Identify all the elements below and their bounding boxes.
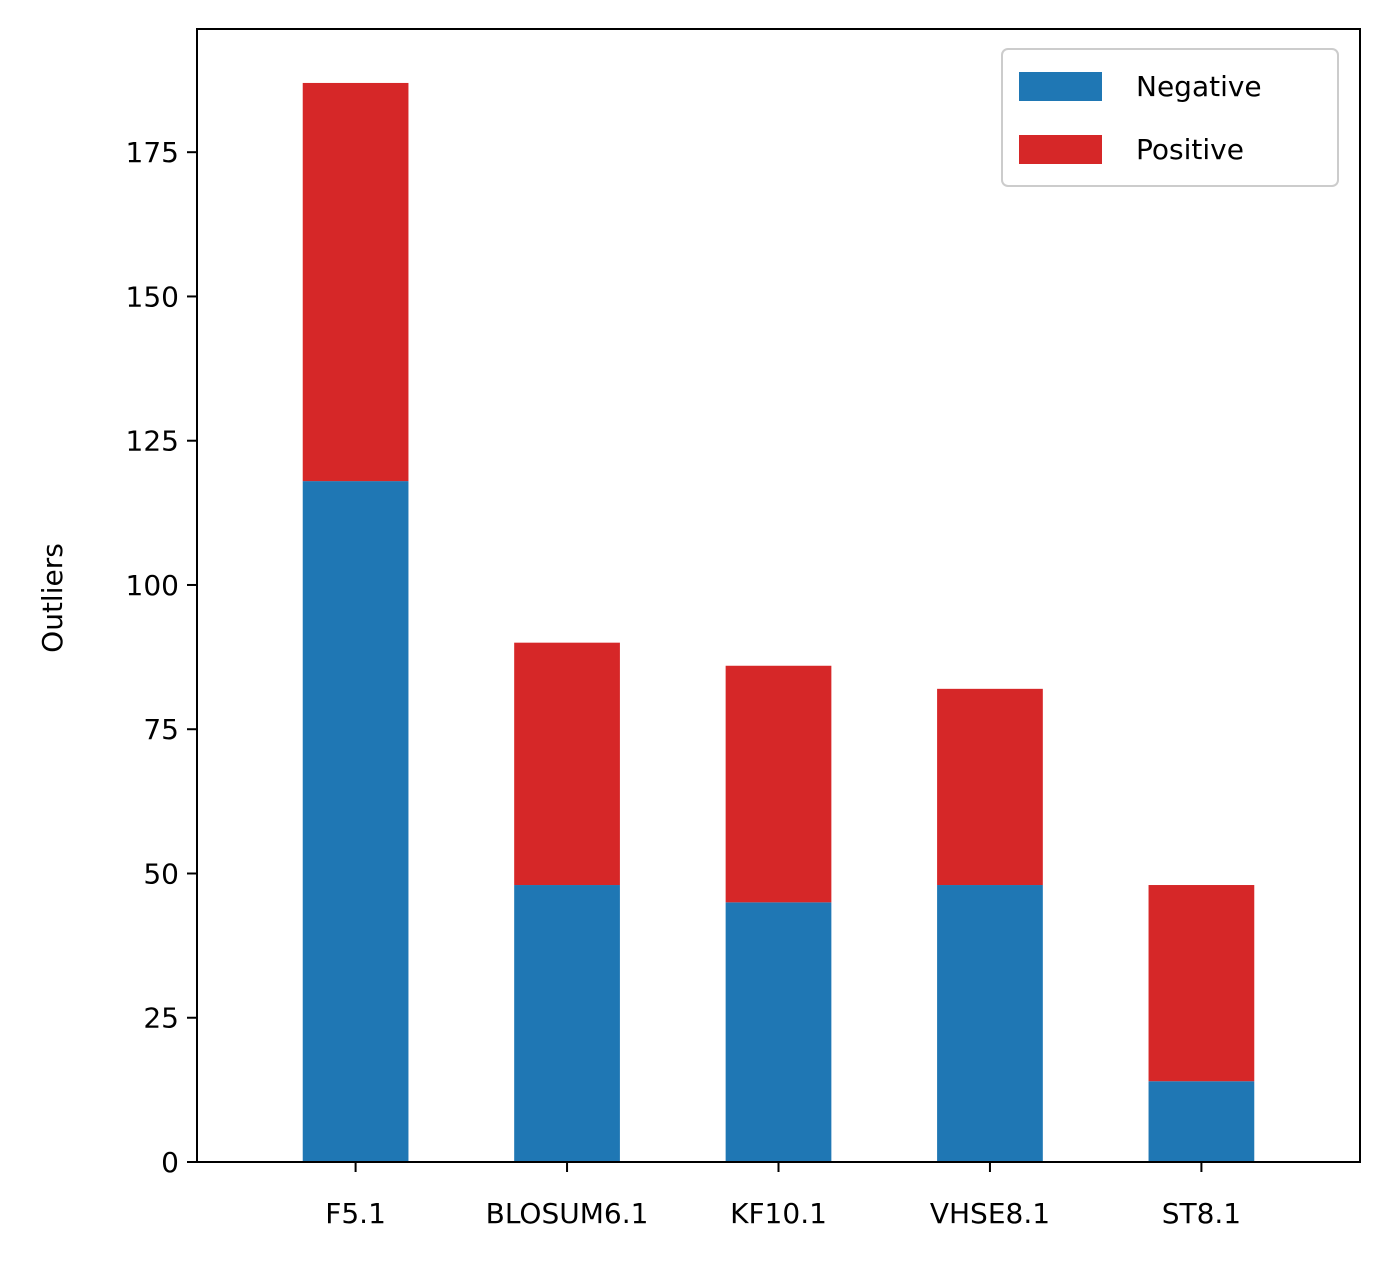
y-tick-label: 75 bbox=[143, 713, 179, 746]
y-tick-label: 100 bbox=[126, 569, 179, 602]
x-axis: F5.1 BLOSUM6.1 KF10.1 VHSE8.1 ST8.1 bbox=[325, 1162, 1241, 1230]
y-axis-label: Outliers bbox=[36, 543, 69, 653]
bar-positive-blosum6-1 bbox=[514, 642, 620, 886]
x-tick-label: VHSE8.1 bbox=[930, 1197, 1050, 1230]
bar-negative-f5-1 bbox=[302, 481, 409, 1162]
x-tick-label: F5.1 bbox=[325, 1197, 386, 1230]
y-tick-label: 25 bbox=[143, 1002, 179, 1035]
bar-negative-kf10-1 bbox=[725, 902, 832, 1162]
y-tick-label: 50 bbox=[143, 857, 179, 890]
x-tick-label: KF10.1 bbox=[730, 1197, 827, 1230]
y-tick-label: 125 bbox=[126, 425, 179, 458]
legend-swatch-negative bbox=[1019, 72, 1102, 101]
bar-positive-kf10-1 bbox=[725, 665, 832, 903]
bar-negative-st8-1 bbox=[1148, 1081, 1255, 1162]
legend-label-negative: Negative bbox=[1136, 70, 1262, 103]
y-tick-label: 150 bbox=[126, 280, 179, 313]
bar-positive-f5-1 bbox=[302, 82, 409, 482]
legend-swatch-positive bbox=[1019, 135, 1102, 164]
x-tick-label: BLOSUM6.1 bbox=[486, 1197, 649, 1230]
bar-positive-st8-1 bbox=[1148, 885, 1255, 1082]
x-tick-label: ST8.1 bbox=[1162, 1197, 1241, 1230]
y-tick-label: 0 bbox=[161, 1146, 179, 1179]
y-axis: 0 25 50 75 100 125 150 175 bbox=[126, 136, 197, 1179]
bar-negative-vhse8-1 bbox=[937, 885, 1043, 1162]
bar-positive-vhse8-1 bbox=[937, 688, 1043, 886]
bar-negative-blosum6-1 bbox=[514, 885, 620, 1162]
legend: Negative Positive bbox=[1001, 48, 1339, 187]
legend-label-positive: Positive bbox=[1136, 133, 1244, 166]
y-tick-label: 175 bbox=[126, 136, 179, 169]
bars-layer bbox=[302, 82, 1255, 1162]
